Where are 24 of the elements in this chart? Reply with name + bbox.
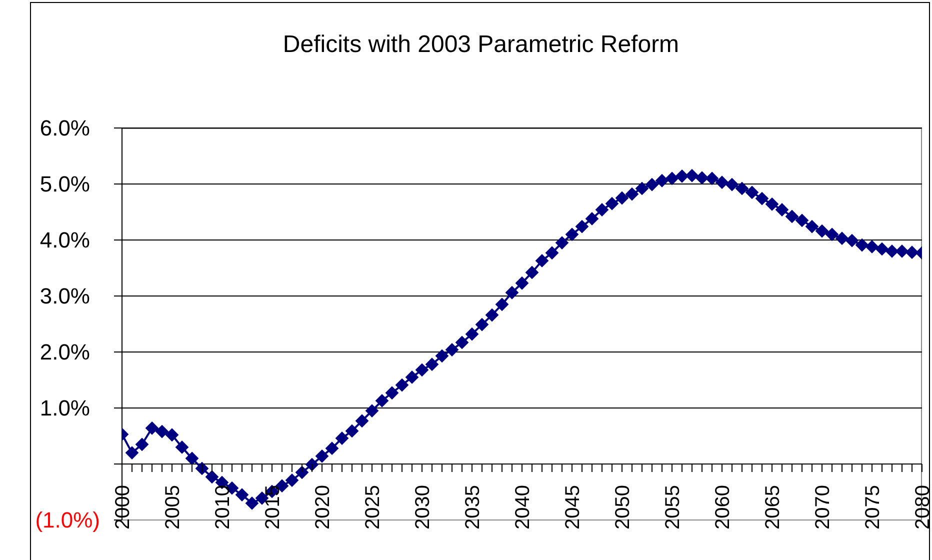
- x-tick-label: 2075: [862, 485, 884, 530]
- x-tick-label: 2080: [912, 485, 932, 530]
- x-tick-label: 2050: [612, 485, 634, 530]
- y-tick-label: 1.0%: [40, 396, 90, 421]
- x-tick-label: 2065: [762, 485, 784, 530]
- x-tick-label: 2055: [662, 485, 684, 530]
- y-tick-label: 3.0%: [40, 284, 90, 309]
- x-tick-label: 2040: [512, 485, 534, 530]
- y-tick-label: (1.0%): [35, 508, 100, 533]
- y-tick-label: 6.0%: [40, 116, 90, 141]
- x-tick-label: 2035: [462, 485, 484, 530]
- x-tick-label: 2005: [162, 485, 184, 530]
- x-tick-label: 2060: [712, 485, 734, 530]
- y-tick-label: 2.0%: [40, 340, 90, 365]
- y-tick-label: 5.0%: [40, 172, 90, 197]
- x-tick-label: 2010: [212, 485, 234, 530]
- y-tick-label: 4.0%: [40, 228, 90, 253]
- x-tick-label: 2045: [562, 485, 584, 530]
- x-tick-label: 2070: [812, 485, 834, 530]
- x-tick-label: 2020: [312, 485, 334, 530]
- x-tick-label: 2015: [262, 485, 284, 530]
- x-tick-label: 2030: [412, 485, 434, 530]
- x-tick-label: 2025: [362, 485, 384, 530]
- chart-title: Deficits with 2003 Parametric Reform: [282, 30, 680, 60]
